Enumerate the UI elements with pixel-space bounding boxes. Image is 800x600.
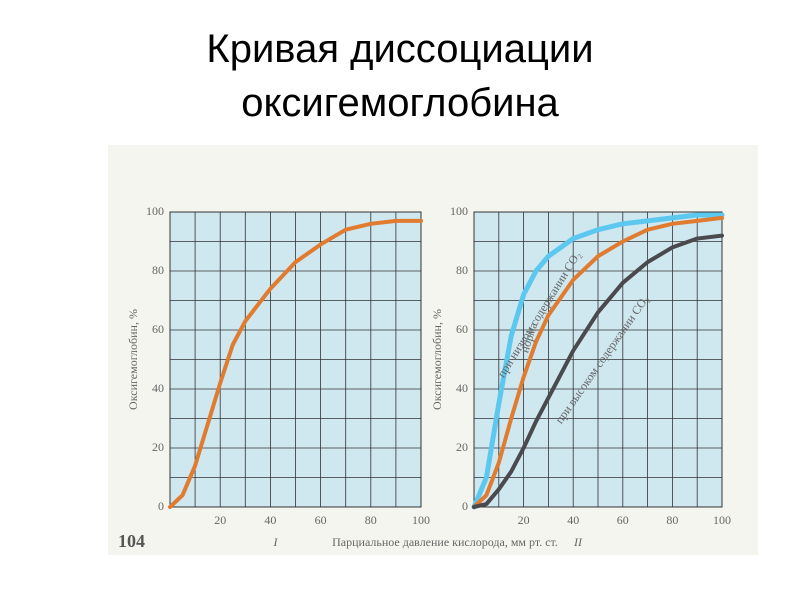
y-tick-label: 0: [462, 499, 468, 513]
x-tick-label: 20: [214, 513, 226, 527]
y-axis-label: Оксигемоглобин, %: [126, 309, 140, 410]
x-tick-label: 80: [666, 513, 678, 527]
page-number: 104: [118, 531, 145, 551]
x-tick-label: 100: [713, 513, 731, 527]
y-axis-label: Оксигемоглобин, %: [430, 309, 444, 410]
data-line: [472, 215, 724, 509]
y-tick-label: 100: [450, 204, 468, 218]
y-tick-label: 40: [456, 381, 468, 395]
y-tick-label: 40: [152, 381, 164, 395]
x-tick-label: 60: [315, 513, 327, 527]
y-tick-label: 60: [152, 322, 164, 336]
chart-label: II: [573, 535, 583, 549]
y-tick-label: 80: [456, 263, 468, 277]
y-tick-label: 80: [152, 263, 164, 277]
x-tick-label: 60: [617, 513, 629, 527]
data-line: [168, 218, 423, 509]
x-tick-label: 100: [412, 513, 430, 527]
slide-title: Кривая диссоциации оксигемоглобина: [206, 27, 594, 125]
x-tick-label: 40: [264, 513, 276, 527]
x-tick-label: 40: [567, 513, 579, 527]
y-tick-label: 20: [456, 440, 468, 454]
y-tick-label: 60: [456, 322, 468, 336]
data-line: [471, 212, 725, 510]
y-tick-label: 20: [152, 440, 164, 454]
x-tick-label: 80: [365, 513, 377, 527]
y-tick-label: 0: [158, 499, 164, 513]
x-tick-label: 20: [518, 513, 530, 527]
data-line: [472, 233, 724, 509]
y-tick-label: 100: [146, 204, 164, 218]
x-axis-label: Парциальное давление кислорода, мм рт. с…: [332, 535, 558, 549]
chart-label: I: [273, 535, 279, 549]
